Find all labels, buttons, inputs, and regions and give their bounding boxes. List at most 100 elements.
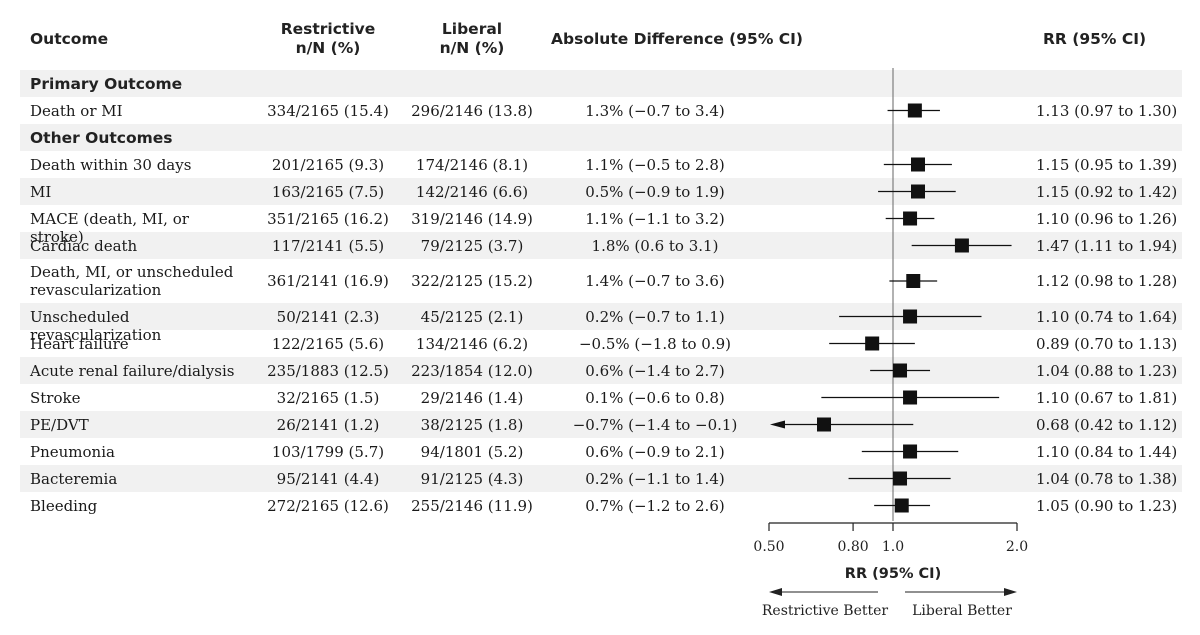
row-absolute-difference: 1.1% (−0.5 to 2.8) [585,155,725,174]
row-restrictive: 334/2165 (15.4) [267,101,389,120]
row-liberal: 322/2125 (15.2) [411,272,533,290]
row-band [20,411,1182,438]
header-restrictive-line2: n/N (%) [295,39,361,57]
point-estimate [911,157,926,172]
row-outcome: Acute renal failure/dialysis [30,361,235,380]
x-tick-label: 1.0 [882,539,904,555]
row-restrictive: 235/1883 (12.5) [267,361,389,380]
row-rr: 1.10 (0.96 to 1.26) [1036,209,1178,228]
row-restrictive: 201/2165 (9.3) [271,155,385,174]
point-estimate [865,336,880,351]
header-liberal: Liberal n/N (%) [414,20,530,58]
direction-label-restrictive: Restrictive Better [762,603,889,619]
row-liberal: 79/2125 (3.7) [420,236,524,255]
x-tick-label: 2.0 [1006,539,1028,555]
row-liberal: 296/2146 (13.8) [411,101,533,120]
point-estimate [954,238,969,253]
row-absolute-difference: 1.4% (−0.7 to 3.6) [585,272,725,290]
direction-label-liberal: Liberal Better [912,603,1012,619]
header-outcome: Outcome [30,30,109,48]
row-liberal: 94/1801 (5.2) [420,442,524,461]
direction-arrow-right-head [1004,588,1017,596]
row-liberal: 45/2125 (2.1) [420,307,524,326]
row-restrictive: 117/2141 (5.5) [271,236,385,255]
section-other-outcomes: Other Outcomes [30,129,173,147]
row-outcome: MI [30,182,52,201]
point-estimate [903,309,918,324]
row-absolute-difference: 0.7% (−1.2 to 2.6) [585,496,725,515]
row-band [20,70,1182,97]
point-estimate [893,363,908,378]
row-band [20,178,1182,205]
row-restrictive: 50/2141 (2.3) [276,307,380,326]
header-restrictive: Restrictive n/N (%) [270,20,386,58]
row-outcome: MACE (death, MI, or stroke) [30,209,189,246]
row-band [20,124,1182,151]
row-outcome: Cardiac death [30,236,138,255]
point-estimate [903,390,918,405]
row-rr: 1.10 (0.74 to 1.64) [1036,307,1178,326]
row-liberal: 38/2125 (1.8) [420,415,524,434]
row-liberal: 223/1854 (12.0) [411,361,533,380]
point-estimate [911,184,926,199]
row-absolute-difference: 0.2% (−1.1 to 1.4) [585,469,725,488]
row-absolute-difference: −0.7% (−1.4 to −0.1) [572,415,738,434]
row-restrictive: 26/2141 (1.2) [276,415,380,434]
row-rr: 1.13 (0.97 to 1.30) [1036,101,1178,120]
row-rr: 1.15 (0.95 to 1.39) [1036,155,1178,174]
row-liberal: 134/2146 (6.2) [415,334,529,353]
row-outcome: Bacteremia [30,469,118,488]
row-outcome: Death within 30 days [30,155,192,174]
row-rr: 0.68 (0.42 to 1.12) [1036,415,1178,434]
row-outcome: Death or MI [30,101,123,120]
row-restrictive: 351/2165 (16.2) [267,209,389,228]
row-absolute-difference: 0.6% (−1.4 to 2.7) [585,361,725,380]
row-liberal: 255/2146 (11.9) [411,496,533,515]
row-rr: 1.10 (0.67 to 1.81) [1036,388,1178,407]
row-absolute-difference: 1.3% (−0.7 to 3.4) [585,101,725,120]
row-band [20,357,1182,384]
section-primary-outcome: Primary Outcome [30,75,183,93]
point-estimate [903,444,918,459]
header-absolute-difference: Absolute Difference (95% CI) [551,30,803,48]
row-rr: 1.47 (1.11 to 1.94) [1036,236,1178,255]
x-tick-label: 0.80 [837,539,868,555]
row-liberal: 91/2125 (4.3) [420,469,524,488]
row-absolute-difference: 0.1% (−0.6 to 0.8) [585,388,725,407]
x-axis-title: RR (95% CI) [845,566,941,582]
row-rr: 0.89 (0.70 to 1.13) [1036,334,1178,353]
row-outcome: Pneumonia [30,442,115,461]
row-liberal: 319/2146 (14.9) [411,209,533,228]
row-absolute-difference: 1.8% (0.6 to 3.1) [591,236,719,255]
row-rr: 1.04 (0.88 to 1.23) [1036,361,1178,380]
row-rr: 1.05 (0.90 to 1.23) [1036,496,1178,515]
point-estimate [906,274,921,288]
row-restrictive: 32/2165 (1.5) [276,388,380,407]
row-outcome: Heart failure [30,334,129,353]
header-rr: RR (95% CI) [1043,30,1147,48]
header-restrictive-line1: Restrictive [280,20,376,38]
point-estimate [894,498,909,513]
direction-arrow-left-head [769,588,782,596]
row-rr: 1.04 (0.78 to 1.38) [1036,469,1178,488]
row-absolute-difference: 1.1% (−1.1 to 3.2) [585,209,725,228]
point-estimate [903,211,918,226]
point-estimate [817,417,832,432]
row-liberal: 174/2146 (8.1) [415,155,529,174]
row-restrictive: 272/2165 (12.6) [267,496,389,515]
row-band [20,303,1182,330]
header-liberal-line2: n/N (%) [439,39,505,57]
row-restrictive: 103/1799 (5.7) [271,442,385,461]
row-outcome: Stroke [30,388,81,407]
row-restrictive: 361/2141 (16.9) [267,272,389,290]
point-estimate [893,471,908,486]
row-absolute-difference: 0.2% (−0.7 to 1.1) [585,307,725,326]
row-outcome: Unscheduled revascularization [30,307,162,344]
row-absolute-difference: 0.6% (−0.9 to 2.1) [585,442,725,461]
row-rr: 1.12 (0.98 to 1.28) [1036,272,1178,290]
row-absolute-difference: 0.5% (−0.9 to 1.9) [585,182,725,201]
point-estimate [907,103,922,118]
row-rr: 1.10 (0.84 to 1.44) [1036,442,1178,461]
ci-arrow [770,420,785,429]
